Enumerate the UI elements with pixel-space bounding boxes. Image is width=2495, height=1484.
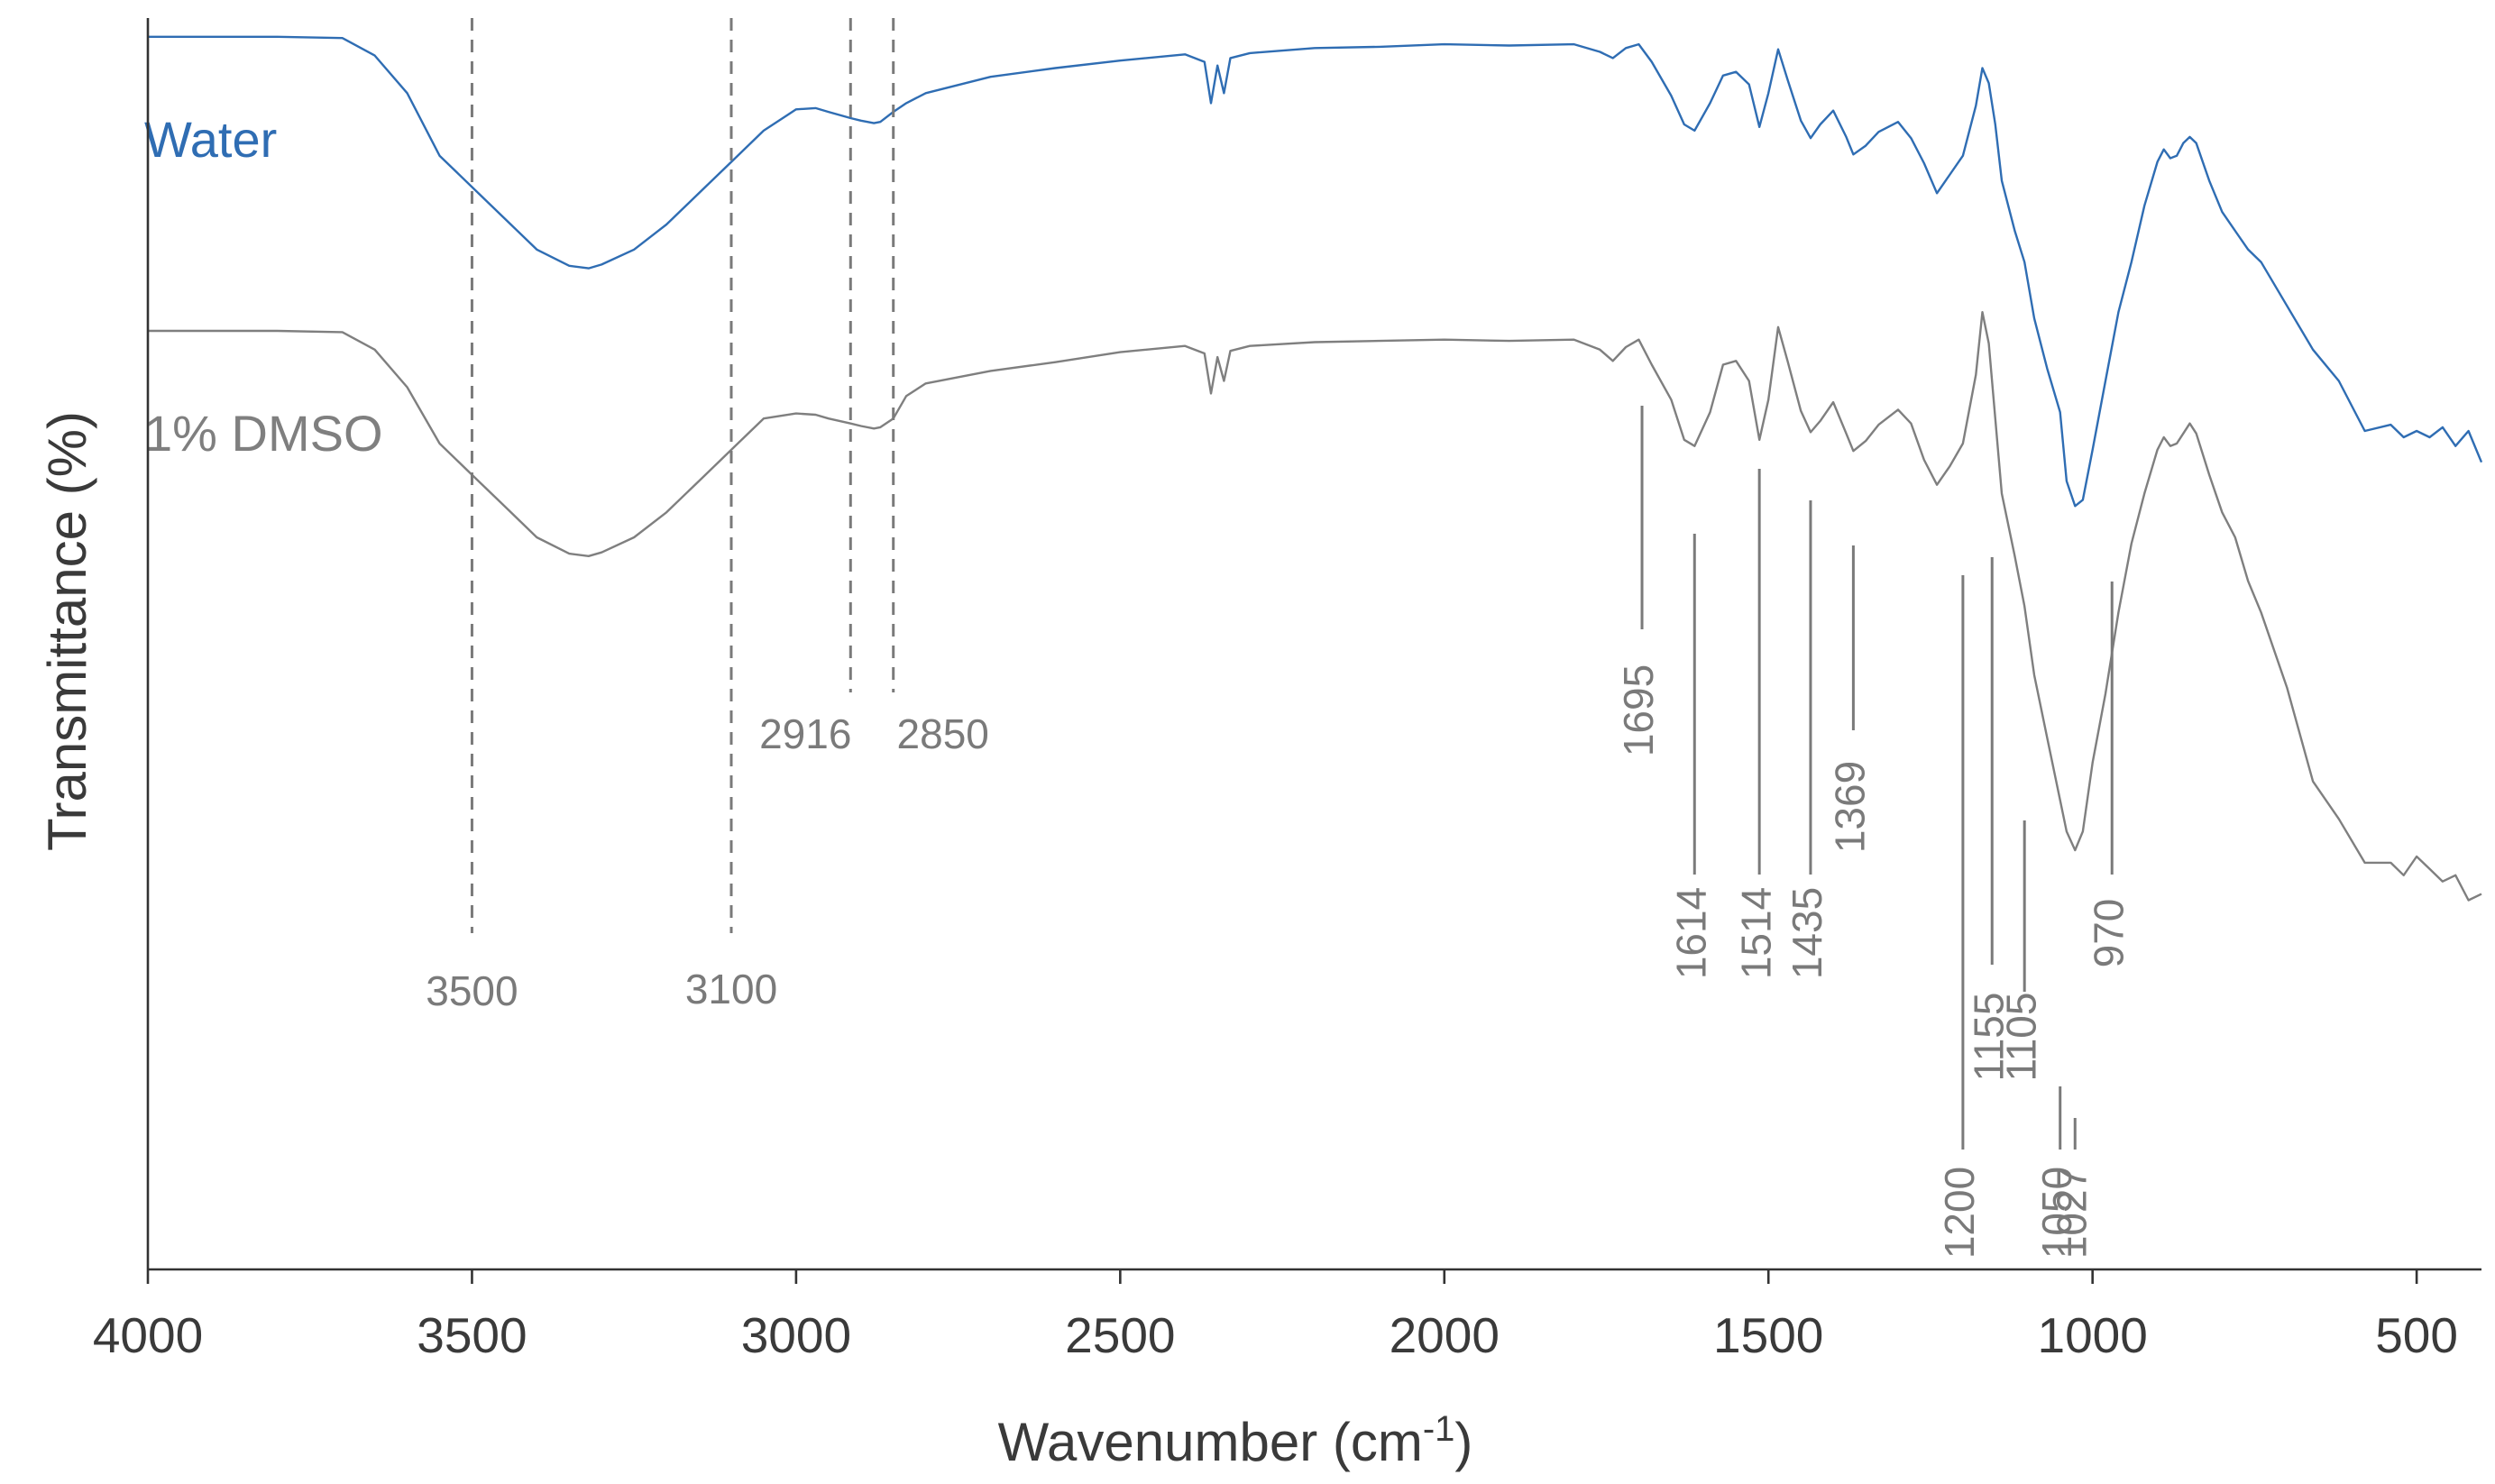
peak-label-1695: 1695 bbox=[1615, 664, 1662, 756]
x-tick-label: 2500 bbox=[1065, 1307, 1175, 1363]
peak-label-1369: 1369 bbox=[1827, 761, 1874, 853]
series-line-water bbox=[148, 35, 2483, 508]
peak-label-2916: 2916 bbox=[759, 710, 851, 757]
series-line-1pct-dmso bbox=[148, 311, 2482, 902]
peak-label-3100: 3100 bbox=[685, 966, 777, 1012]
x-tick-label: 3000 bbox=[741, 1307, 851, 1363]
peak-label-1050: 1050 bbox=[2033, 1167, 2080, 1259]
series-label-water: Water bbox=[144, 111, 277, 168]
x-tick-label: 1000 bbox=[2037, 1307, 2147, 1363]
peak-label-1514: 1514 bbox=[1732, 887, 1779, 979]
x-tick-label: 2000 bbox=[1390, 1307, 1500, 1363]
peak-label-1155: 1155 bbox=[1965, 993, 2012, 1082]
series-label-1pct-dmso: 1% DMSO bbox=[144, 405, 383, 462]
y-axis-title: Transmittance (%) bbox=[37, 411, 97, 851]
x-tick-label: 500 bbox=[2375, 1307, 2458, 1363]
peak-label-1435: 1435 bbox=[1784, 887, 1830, 979]
x-axis-title: Wavenumber (cm-1) bbox=[998, 1409, 1473, 1472]
x-tick-label: 4000 bbox=[93, 1307, 203, 1363]
peak-label-1105: 1105 bbox=[1997, 993, 2044, 1082]
peak-label-1614: 1614 bbox=[1667, 887, 1714, 979]
x-tick-label: 1500 bbox=[1713, 1307, 1823, 1363]
x-axis-ticks: 4000 3500 3000 2500 2000 1500 1000 500 bbox=[93, 1269, 2458, 1363]
peak-label-970: 970 bbox=[2085, 899, 2132, 968]
peak-annotations: 3500 3100 2916 2850 1695 1614 1514 1435 1369 1200… bbox=[426, 18, 2132, 1259]
x-tick-label: 3500 bbox=[417, 1307, 527, 1363]
peak-label-2850: 2850 bbox=[897, 710, 989, 757]
peak-label-1200: 1200 bbox=[1936, 1167, 1983, 1259]
peak-label-3500: 3500 bbox=[426, 967, 518, 1014]
peak-label-1027: 1027 bbox=[2048, 1167, 2095, 1259]
